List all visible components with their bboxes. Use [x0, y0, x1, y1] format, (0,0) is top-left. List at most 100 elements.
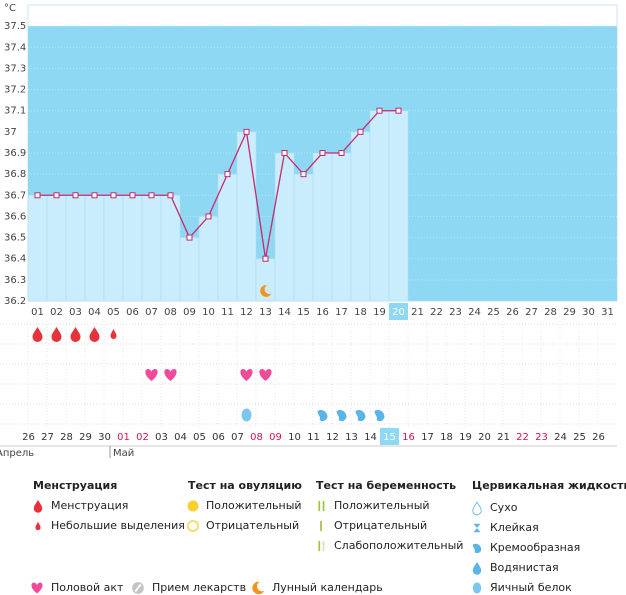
heart [31, 582, 43, 594]
x-tick-label: 18 [354, 307, 367, 318]
month-label: Апрель [0, 448, 34, 459]
x-tick-label: 30 [582, 307, 595, 318]
y-tick-label: 37.1 [4, 106, 26, 117]
cycle-day: 05 [193, 432, 206, 443]
bar [84, 195, 105, 302]
bar [322, 540, 325, 552]
cycle-day: 08 [250, 432, 263, 443]
point [300, 171, 307, 178]
y-tick-label: 36.5 [4, 233, 26, 244]
cycle-day: 06 [212, 432, 225, 443]
point [91, 192, 98, 199]
point [281, 150, 288, 156]
legend-title: Цервикальная жидкость [472, 479, 626, 492]
x-tick-label: 16 [316, 307, 329, 318]
x-tick-label: 31 [601, 307, 614, 318]
icon-drop [70, 327, 81, 342]
icon-drop [51, 327, 62, 342]
moon [252, 581, 265, 595]
cycle-day: 27 [41, 432, 54, 443]
y-tick-label: 37.5 [4, 21, 26, 32]
x-tick-label: 06 [126, 307, 139, 318]
month-label: Май [113, 448, 134, 459]
bar [27, 195, 48, 302]
symbol-area [0, 321, 617, 427]
x-tick-label: 21 [411, 307, 424, 318]
legend-title: Тест на беременность [316, 479, 456, 492]
legend-label: Слабоположительный [334, 539, 463, 552]
icon-pill [132, 582, 144, 594]
icon-watery [472, 562, 482, 575]
point [338, 150, 345, 156]
cycle-day: 17 [421, 432, 434, 443]
icon-heart [240, 369, 253, 381]
cycle-day: 16 [402, 432, 415, 443]
legend-label: Положительный [334, 499, 430, 512]
x-tick-label: 01 [31, 307, 44, 318]
icon-drop [33, 500, 43, 513]
cycle-day: 11 [307, 432, 320, 443]
bar [318, 540, 321, 552]
drop [355, 409, 366, 422]
x-tick-label: 07 [145, 307, 158, 318]
point [319, 150, 326, 156]
legend-label: Водянистая [490, 561, 559, 574]
legend-title: Менструация [33, 479, 117, 492]
point [129, 192, 136, 199]
x-tick-label: 22 [430, 307, 443, 318]
temperature-line [37, 110, 399, 259]
icon-moon [260, 284, 272, 297]
x-tick-label: 29 [563, 307, 576, 318]
y-tick-label: 36.3 [4, 275, 26, 286]
legend-label: Прием лекарств [152, 581, 246, 594]
point [205, 213, 212, 220]
drop [32, 327, 43, 342]
point [53, 192, 60, 199]
bar [122, 195, 143, 302]
point [376, 107, 383, 114]
heart [164, 369, 177, 381]
x-tick-label: 24 [468, 307, 481, 318]
legend-label: Клейкая [490, 521, 539, 534]
cycle-day: 23 [535, 432, 548, 443]
icon-two-bars [318, 500, 325, 512]
hourglass [473, 523, 481, 533]
x-tick-label: 03 [69, 307, 82, 318]
bar [320, 520, 322, 532]
cycle-day: 15 [383, 432, 396, 443]
bar [103, 195, 124, 302]
x-tick-label: 19 [373, 307, 386, 318]
cycle-day: 25 [573, 432, 586, 443]
y-tick-label: 36.8 [4, 169, 26, 180]
icon-drop [32, 327, 43, 342]
x-tick-label: 05 [107, 307, 120, 318]
cycle-day: 12 [326, 432, 339, 443]
bar [388, 110, 409, 302]
cycle-day: 18 [440, 432, 453, 443]
drop [110, 329, 117, 339]
circle [187, 500, 199, 512]
cycle-day: 13 [345, 432, 358, 443]
legend-label: Отрицательный [334, 519, 427, 532]
point [395, 107, 402, 114]
x-tick-label: 08 [164, 307, 177, 318]
heart [240, 369, 253, 381]
drop [33, 500, 43, 513]
bar [331, 152, 352, 302]
point [148, 192, 155, 199]
x-tick-label: 23 [449, 307, 462, 318]
cycle-day: 10 [288, 432, 301, 443]
legend-label: Менструация [51, 499, 128, 512]
x-tick-label: 12 [240, 307, 253, 318]
drop [472, 501, 482, 516]
cycle-day: 03 [155, 432, 168, 443]
bar [350, 131, 371, 302]
legend-label: Сухо [490, 501, 518, 514]
drop [241, 408, 252, 422]
point [224, 171, 231, 178]
cycle-day: 26 [592, 432, 605, 443]
drop [51, 327, 62, 342]
legend-title: Тест на овуляцию [188, 479, 302, 492]
icon-small-drop [35, 521, 41, 531]
icon-empty-circle [187, 520, 199, 532]
